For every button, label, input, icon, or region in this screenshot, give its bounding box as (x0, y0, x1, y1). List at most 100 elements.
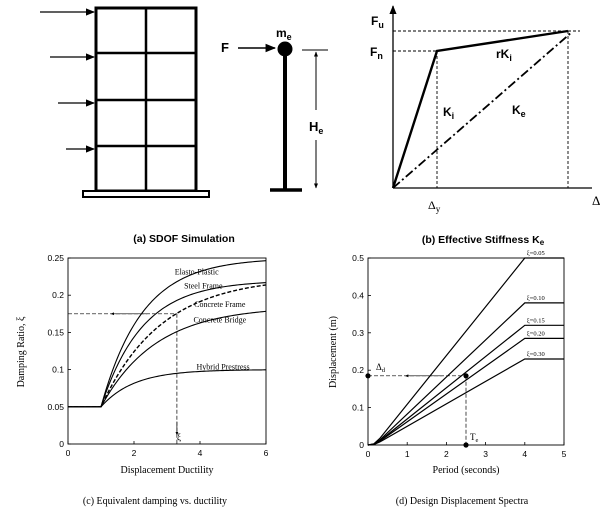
c-y-tick-label: 0 (59, 439, 64, 449)
dy-subscript: y (436, 204, 441, 214)
c-y-tick-label: 0.2 (52, 290, 64, 300)
delta-axis-label: Δ (592, 193, 600, 208)
dy-label: Δ (428, 198, 436, 212)
d-x-tick-label: 0 (366, 449, 371, 459)
d-x-tick-label: 4 (522, 449, 527, 459)
c-series-elasto-plastic (68, 260, 267, 408)
c-xi-marker: ξ (177, 432, 181, 442)
height-dimension (302, 49, 328, 189)
caption-b: (b) Effective Stiffness K (422, 234, 540, 246)
d-y-axis-label: Displacement (m) (328, 316, 339, 388)
ki-subscript: i (452, 111, 455, 121)
d-x-tick-label: 5 (562, 449, 567, 459)
sdof-model: F me (221, 26, 302, 192)
panel-a: F me He (a) SDOF Simulation (40, 6, 328, 245)
caption-b-subscript: e (540, 238, 545, 247)
caption-c: (c) Equivalent damping vs. ductility (83, 496, 227, 507)
svg-text:Δd: Δd (376, 362, 386, 374)
c-series-concrete-bridge (68, 310, 267, 408)
d-x-tick-label: 3 (483, 449, 488, 459)
bilinear-curve (391, 29, 569, 189)
c-curve-labels: Elasto-Plastic Steel Frame Concrete Frame C… (175, 267, 250, 371)
svg-text:Ke: Ke (512, 103, 526, 119)
ki-label: K (443, 105, 452, 119)
d-x-tick-label: 2 (444, 449, 449, 459)
c-curves (68, 260, 267, 408)
dd-label: Δ (376, 362, 382, 372)
sdof-mass (277, 41, 293, 57)
height-label: H (309, 119, 318, 134)
c-series-label: Concrete Frame (194, 300, 246, 309)
height-subscript: e (318, 126, 323, 136)
svg-text:Δy: Δy (428, 198, 441, 214)
d-series-label: ξ=0.20 (527, 330, 545, 337)
c-x-tick-label: 0 (66, 448, 71, 458)
c-tick-group: 0 2 4 6 0 0.05 0.1 0.15 0.2 0.25 (47, 253, 268, 458)
d-y-tick-label: 0.1 (352, 403, 364, 413)
panel-d: 0 1 2 3 4 5 0 0.1 0.2 0.3 0.4 0.5 ξ=0.05 ξ=0.10 ξ=0.1… (328, 250, 567, 507)
d-curve-labels: ξ=0.05 ξ=0.10 ξ=0.15 ξ=0.20 ξ=0.30 (527, 250, 545, 358)
d-y-tick-label: 0.5 (352, 253, 364, 263)
mass-label: m (276, 26, 287, 40)
d-x-tick-label: 1 (405, 449, 410, 459)
c-series-hybrid-prestress (68, 369, 267, 408)
mass-subscript: e (287, 32, 292, 42)
c-x-tick-label: 6 (264, 448, 269, 458)
svg-text:(b) Effective Stiffness Ke: (b) Effective Stiffness Ke (422, 234, 545, 247)
c-plot-frame (67, 257, 267, 445)
d-period-marker (463, 442, 469, 448)
d-reference-lines (365, 373, 469, 448)
c-x-tick-label: 2 (132, 448, 137, 458)
svg-text:rKi: rKi (496, 47, 512, 63)
d-x-axis-label: Period (seconds) (433, 465, 500, 476)
fu-label: F (371, 14, 378, 28)
c-series-label: Elasto-Plastic (175, 267, 219, 276)
svg-text:He: He (309, 119, 323, 136)
c-reference-lines (68, 312, 179, 444)
c-x-tick-label: 4 (198, 448, 203, 458)
rki-subscript: i (509, 53, 512, 63)
building-foundation (82, 190, 210, 198)
c-series-steel-frame (68, 282, 267, 408)
d-curves (367, 257, 564, 446)
building-frame (94, 6, 198, 193)
ke-subscript: e (521, 109, 526, 119)
panel-b: Fu Fn rKi Ki Ke Δy Δ (b) Effective Stiff… (370, 5, 600, 247)
d-series-label: ξ=0.15 (527, 317, 545, 324)
svg-text:Te: Te (470, 432, 479, 444)
dd-subscript: d (382, 367, 386, 374)
te-subscript: e (476, 437, 479, 444)
d-series-label: ξ=0.30 (527, 351, 545, 358)
c-series-concrete-frame (68, 284, 267, 408)
rki-label: rK (496, 47, 510, 61)
d-y-tick-label: 0 (359, 440, 364, 450)
svg-text:Fn: Fn (370, 45, 383, 61)
d-displacement-marker (365, 373, 371, 379)
te-label: T (470, 432, 476, 442)
floor-load-arrows (40, 8, 95, 153)
c-x-axis-label: Displacement Ductility (120, 465, 213, 476)
svg-text:Fu: Fu (371, 14, 384, 30)
c-series-label: Steel Frame (184, 282, 223, 291)
panel-c: 0 2 4 6 0 0.05 0.1 0.15 0.2 0.25 Elasto-Plastic St… (16, 253, 269, 507)
d-y-tick-label: 0.3 (352, 328, 364, 338)
svg-text:me: me (276, 26, 292, 42)
fu-subscript: u (378, 20, 384, 30)
caption-a: (a) SDOF Simulation (133, 233, 235, 245)
d-design-point (463, 373, 469, 379)
c-y-tick-label: 0.05 (47, 402, 64, 412)
c-y-tick-label: 0.1 (52, 365, 64, 375)
c-y-axis-label: Damping Ratio, ξ (16, 316, 27, 387)
force-label: F (221, 40, 229, 55)
c-series-label: Hybrid Prestress (197, 363, 250, 372)
fn-label: F (370, 45, 377, 59)
effective-stiffness-line (392, 31, 573, 189)
d-series-label: ξ=0.05 (527, 250, 545, 257)
c-series-label: Concrete Bridge (193, 316, 246, 325)
c-y-tick-label: 0.15 (47, 327, 64, 337)
fn-subscript: n (377, 51, 383, 61)
d-y-tick-label: 0.4 (352, 290, 364, 300)
d-spectrum-5 (367, 358, 564, 446)
svg-text:Ki: Ki (443, 105, 454, 121)
